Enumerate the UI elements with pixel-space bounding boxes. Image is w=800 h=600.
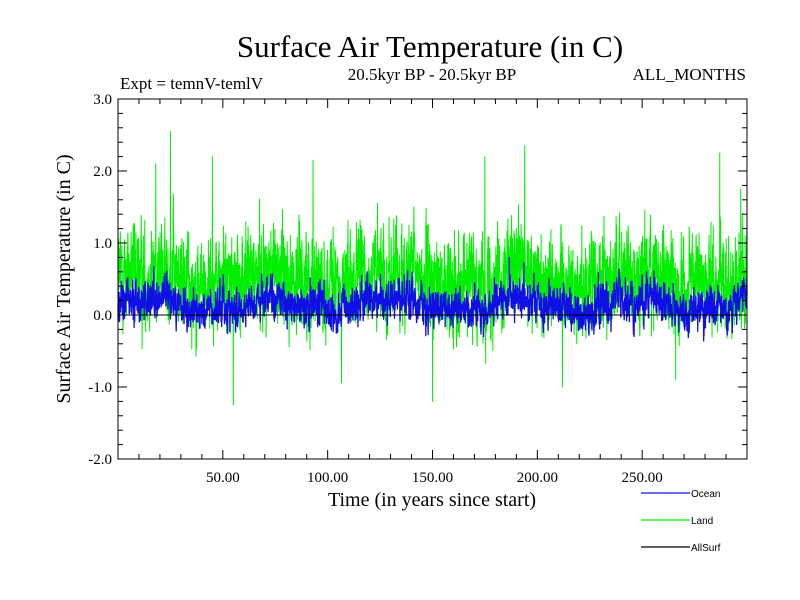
- x-tick-label: 150.00: [412, 470, 453, 486]
- x-tick-label: 50.00: [206, 470, 240, 486]
- series-line-ocean: [117, 256, 748, 342]
- x-axis-label: Time (in years since start): [328, 489, 536, 511]
- series-layer: [117, 130, 748, 406]
- ticks-layer: 50.00 100.00 150.00 200.00 250.00 -2.0 -1.0 0.0…: [88, 92, 747, 486]
- legend-label-ocean: Ocean: [691, 489, 720, 500]
- experiment-label: Expt = temnV-temlV: [120, 74, 264, 93]
- y-tick-label: 2.0: [93, 164, 112, 180]
- y-axis-label: Surface Air Temperature (in C): [53, 154, 75, 403]
- chart-title: Surface Air Temperature (in C): [237, 29, 623, 64]
- plot-area: 50.00 100.00 150.00 200.00 250.00 -2.0 -1.0 0.0…: [88, 92, 748, 486]
- y-tick-label: -1.0: [88, 380, 112, 396]
- legend-label-allsurf: AllSurf: [691, 543, 721, 554]
- x-tick-label: 200.00: [517, 470, 558, 486]
- y-tick-label: 3.0: [93, 92, 112, 108]
- x-tick-label: 250.00: [622, 470, 663, 486]
- y-tick-label: 0.0: [93, 308, 112, 324]
- x-tick-label: 100.00: [307, 470, 348, 486]
- y-tick-label: -2.0: [88, 452, 112, 468]
- chart-subtitle: 20.5kyr BP - 20.5kyr BP: [348, 65, 516, 84]
- months-label: ALL_MONTHS: [633, 65, 746, 84]
- y-tick-label: 1.0: [93, 236, 112, 252]
- legend-label-land: Land: [691, 516, 713, 527]
- legend: Ocean Land AllSurf: [641, 489, 721, 554]
